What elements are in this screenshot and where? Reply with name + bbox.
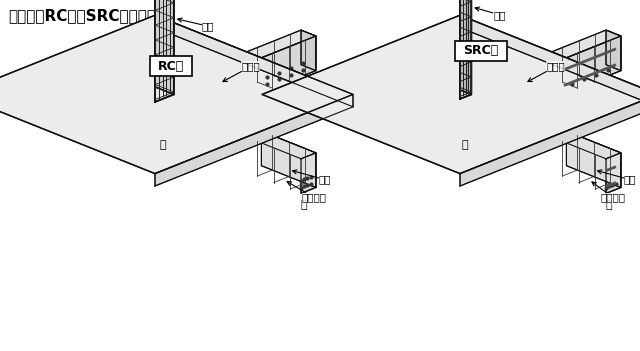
- Text: 柱: 柱: [160, 140, 166, 150]
- Text: 主筋: 主筋: [292, 170, 331, 185]
- Polygon shape: [262, 15, 640, 174]
- Text: あばら筋: あばら筋: [287, 181, 326, 203]
- Polygon shape: [261, 36, 316, 92]
- Text: SRC造: SRC造: [463, 44, 498, 57]
- FancyBboxPatch shape: [454, 41, 506, 61]
- Polygon shape: [0, 15, 353, 174]
- Polygon shape: [301, 30, 316, 71]
- Text: 主筋: 主筋: [0, 350, 1, 351]
- Polygon shape: [460, 0, 471, 94]
- Polygon shape: [460, 0, 471, 99]
- Polygon shape: [155, 0, 174, 94]
- Text: H形鋼: H形鋼: [0, 350, 1, 351]
- Polygon shape: [261, 131, 316, 187]
- Polygon shape: [155, 94, 353, 186]
- Text: あばら筋: あばら筋: [592, 182, 626, 203]
- Polygon shape: [155, 15, 353, 107]
- Polygon shape: [606, 153, 621, 193]
- Polygon shape: [606, 30, 621, 71]
- Text: H形鋼: H形鋼: [0, 350, 1, 351]
- Text: 主筋: 主筋: [0, 350, 1, 351]
- Polygon shape: [246, 131, 316, 159]
- Text: 帯筋: 帯筋: [178, 18, 214, 31]
- Polygon shape: [301, 153, 316, 193]
- Polygon shape: [155, 0, 174, 102]
- Text: スラブ: スラブ: [528, 61, 565, 81]
- Polygon shape: [566, 36, 621, 92]
- Polygon shape: [566, 131, 621, 187]
- Polygon shape: [460, 15, 640, 107]
- Text: スラブ: スラブ: [223, 61, 260, 81]
- Polygon shape: [246, 30, 316, 58]
- Text: RC造: RC造: [157, 60, 184, 73]
- FancyBboxPatch shape: [150, 56, 191, 76]
- Text: 梁: 梁: [605, 200, 612, 210]
- Text: 帯筋: 帯筋: [475, 7, 506, 20]
- Text: 図－３　RC造とSRC造の見取り図: 図－３ RC造とSRC造の見取り図: [8, 8, 174, 23]
- Polygon shape: [460, 94, 640, 186]
- Polygon shape: [552, 131, 621, 159]
- Text: 主筋: 主筋: [598, 170, 636, 185]
- Text: 梁: 梁: [301, 200, 307, 210]
- Polygon shape: [552, 30, 621, 58]
- Text: 柱: 柱: [461, 140, 468, 150]
